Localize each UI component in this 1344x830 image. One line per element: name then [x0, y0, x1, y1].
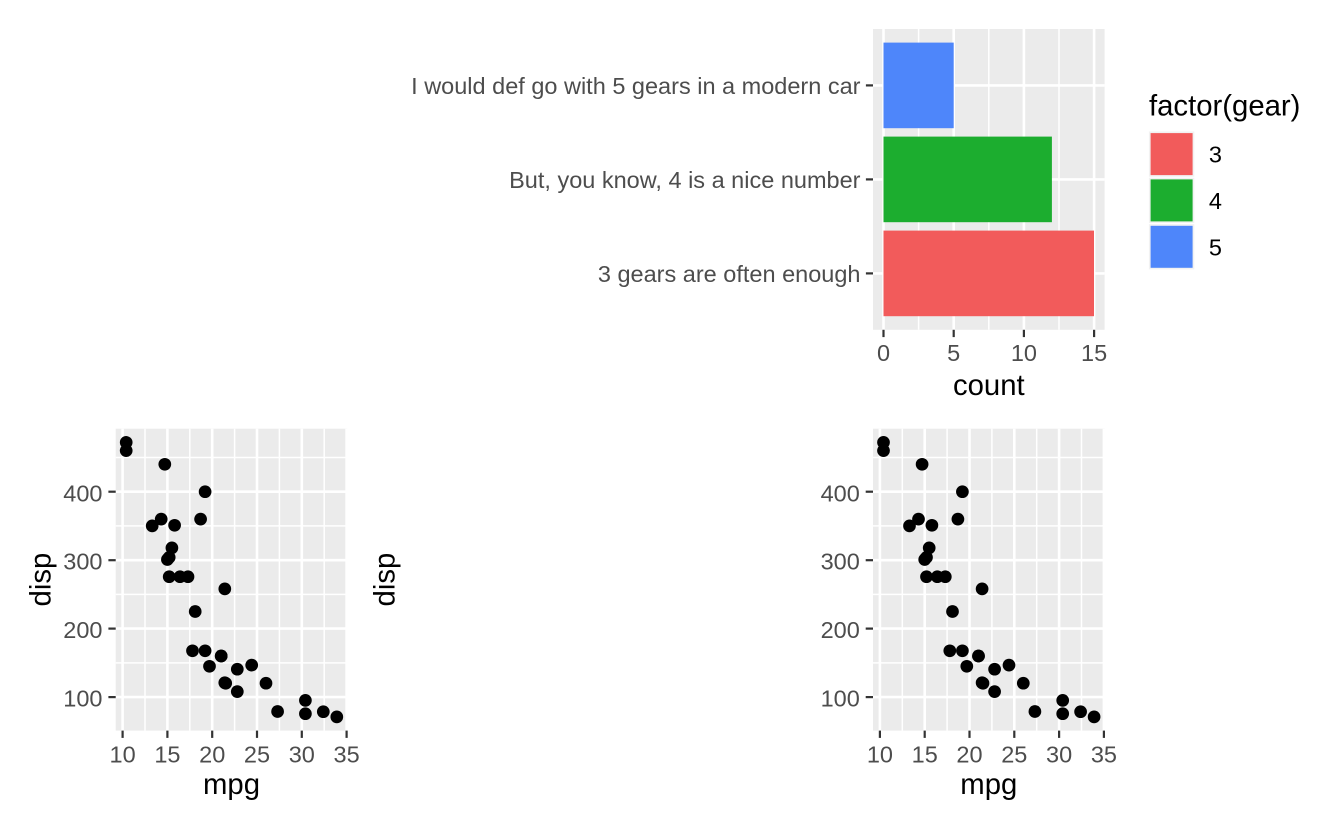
svg-text:35: 35	[334, 741, 360, 767]
svg-text:100: 100	[63, 686, 102, 712]
svg-text:factor(gear): factor(gear)	[1149, 89, 1300, 122]
svg-text:disp: disp	[369, 553, 402, 607]
svg-text:25: 25	[244, 741, 270, 767]
svg-text:100: 100	[821, 686, 860, 712]
svg-text:400: 400	[821, 480, 860, 506]
svg-text:mpg: mpg	[960, 768, 1017, 801]
svg-text:3: 3	[1209, 142, 1222, 168]
svg-text:200: 200	[821, 617, 860, 643]
svg-text:35: 35	[1091, 741, 1117, 767]
svg-text:15: 15	[912, 741, 938, 767]
svg-text:25: 25	[1001, 741, 1027, 767]
svg-text:200: 200	[63, 617, 102, 643]
svg-text:300: 300	[63, 549, 102, 575]
svg-text:I would def go with 5 gears in: I would def go with 5 gears in a modern …	[411, 73, 861, 99]
svg-text:400: 400	[63, 480, 102, 506]
svg-text:300: 300	[821, 549, 860, 575]
svg-text:15: 15	[154, 741, 180, 767]
svg-text:mpg: mpg	[203, 768, 260, 801]
svg-text:But, you know, 4 is a nice num: But, you know, 4 is a nice number	[509, 167, 861, 193]
svg-text:10: 10	[867, 741, 893, 767]
svg-text:3 gears are often enough: 3 gears are often enough	[598, 261, 861, 287]
svg-text:30: 30	[289, 741, 315, 767]
svg-text:4: 4	[1209, 188, 1222, 214]
svg-text:count: count	[953, 369, 1025, 402]
svg-text:20: 20	[199, 741, 225, 767]
svg-text:10: 10	[1011, 340, 1037, 366]
svg-text:10: 10	[110, 741, 136, 767]
svg-text:5: 5	[947, 340, 960, 366]
svg-text:30: 30	[1046, 741, 1072, 767]
svg-text:20: 20	[956, 741, 982, 767]
svg-text:15: 15	[1081, 340, 1107, 366]
svg-text:disp: disp	[25, 553, 58, 607]
svg-text:5: 5	[1209, 234, 1222, 260]
svg-text:0: 0	[877, 340, 890, 366]
